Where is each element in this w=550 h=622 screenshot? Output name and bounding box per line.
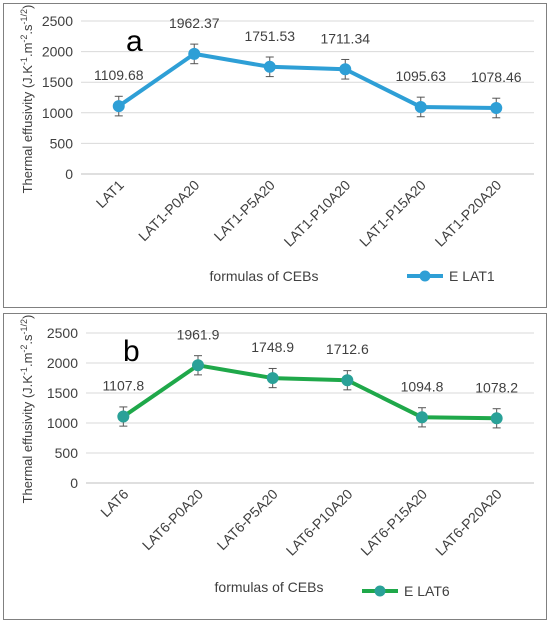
data-point bbox=[414, 100, 427, 113]
data-point bbox=[339, 63, 352, 76]
chart-panel-b: 0 500 1000 1500 2000 2500 LAT6 LAT6-P0A20 LAT6-P… bbox=[3, 313, 547, 620]
y-tick-label: 1500 bbox=[42, 74, 73, 90]
data-label: 1094.8 bbox=[401, 378, 444, 394]
x-tick-label: LAT1-P20A20 bbox=[432, 177, 505, 250]
y-tick-label: 0 bbox=[70, 475, 78, 491]
data-label: 1109.68 bbox=[94, 67, 144, 83]
y-tick-label: 2500 bbox=[42, 13, 73, 29]
data-label: 1711.34 bbox=[320, 30, 370, 46]
data-point bbox=[416, 411, 428, 424]
y-tick-label: 1000 bbox=[42, 105, 73, 121]
y-tick-label: 1500 bbox=[47, 385, 78, 401]
y-tick-label: 500 bbox=[50, 135, 74, 151]
y-axis-title: Thermal effusivity (J.K-1.m-2.s-1/2) bbox=[19, 5, 35, 194]
data-label: 1961.9 bbox=[177, 326, 220, 342]
data-point bbox=[112, 100, 125, 113]
data-point bbox=[490, 412, 503, 425]
y-tick-label: 0 bbox=[65, 166, 73, 182]
x-tick-label: LAT1-P10A20 bbox=[281, 177, 354, 250]
x-tick-label: LAT1-P15A20 bbox=[356, 177, 429, 250]
series-line bbox=[117, 51, 497, 110]
x-tick-label: LAT6 bbox=[97, 486, 131, 520]
data-point bbox=[117, 410, 130, 423]
panel-letter: b bbox=[123, 335, 140, 368]
data-point bbox=[188, 47, 201, 60]
data-label: 1962.37 bbox=[169, 15, 220, 31]
y-tick-label: 2000 bbox=[47, 355, 78, 371]
legend-label: E LAT1 bbox=[449, 268, 495, 284]
data-point bbox=[341, 374, 354, 387]
data-label: 1078.46 bbox=[471, 69, 522, 85]
chart-panel-a: 0 500 1000 1500 2000 2500 LAT1 LAT1-P0A20 LAT1-P… bbox=[3, 3, 547, 308]
x-tick-label: LAT6-P15A20 bbox=[357, 486, 430, 559]
legend-label: E LAT6 bbox=[404, 583, 450, 599]
x-axis-title: formulas of CEBs bbox=[215, 579, 324, 595]
x-tick-label: LAT6-P5A20 bbox=[214, 486, 281, 553]
legend-marker bbox=[419, 270, 431, 282]
data-point bbox=[263, 60, 276, 73]
data-point bbox=[266, 372, 279, 385]
panel-letter: a bbox=[126, 25, 143, 58]
x-tick-label: LAT1-P5A20 bbox=[211, 177, 278, 244]
data-label: 1078.2 bbox=[475, 379, 518, 395]
data-label: 1107.8 bbox=[102, 378, 144, 394]
y-axis-title: Thermal effusivity (J.K-1.m-2.s-1/2) bbox=[19, 315, 35, 504]
data-point bbox=[192, 359, 204, 372]
x-tick-label: LAT6-P10A20 bbox=[283, 486, 356, 559]
data-label: 1095.63 bbox=[395, 68, 446, 84]
y-tick-label: 500 bbox=[55, 445, 79, 461]
y-tick-label: 2500 bbox=[47, 325, 78, 341]
series-line bbox=[122, 363, 497, 421]
x-tick-label: LAT1-P0A20 bbox=[135, 177, 202, 244]
data-label: 1712.6 bbox=[326, 341, 369, 357]
x-tick-label: LAT1 bbox=[93, 177, 127, 211]
data-label: 1748.9 bbox=[251, 339, 294, 355]
legend-marker bbox=[374, 585, 386, 597]
x-axis-title: formulas of CEBs bbox=[210, 268, 319, 284]
data-label: 1751.53 bbox=[244, 28, 295, 44]
y-tick-label: 2000 bbox=[42, 44, 73, 60]
x-tick-label: LAT6-P0A20 bbox=[139, 486, 206, 553]
data-point bbox=[490, 101, 503, 114]
x-tick-label: LAT6-P20A20 bbox=[432, 486, 505, 559]
y-tick-label: 1000 bbox=[47, 415, 78, 431]
